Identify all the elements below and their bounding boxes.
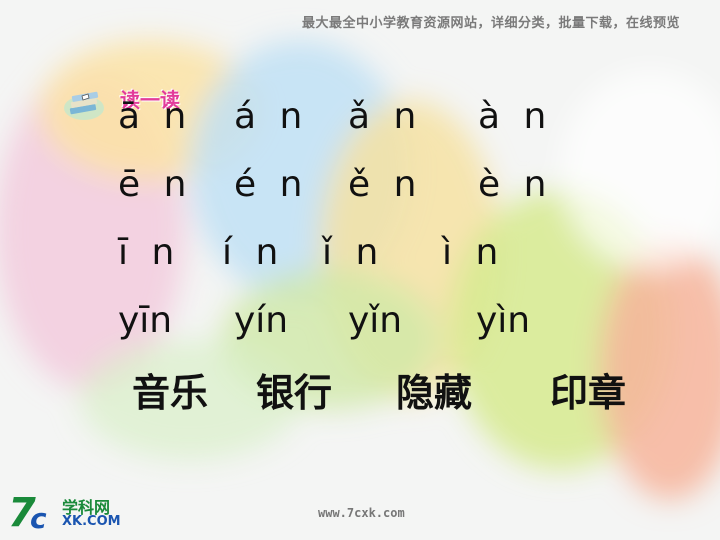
pinyin-yin-1: yīn xyxy=(118,300,173,341)
pinyin-in-4: ì n xyxy=(442,232,505,273)
pinyin-an-1: ā n xyxy=(118,96,193,137)
section-title: 读一读 xyxy=(120,88,180,112)
pinyin-en-4: è n xyxy=(478,164,553,205)
footer-url[interactable]: www.7cxk.com xyxy=(318,506,405,520)
pinyin-yin-2: yín xyxy=(234,300,289,341)
pinyin-in-1: ī n xyxy=(118,232,181,273)
pinyin-en-1: ē n xyxy=(118,164,193,205)
pinyin-in-2: í n xyxy=(222,232,285,273)
logo-domain: XK.COM xyxy=(62,514,121,529)
pinyin-row-yin: yīn yín yǐn yìn xyxy=(0,300,720,350)
book-stack-icon xyxy=(64,91,104,120)
header-banner: 最大最全中小学教育资源网站，详细分类，批量下载，在线预览 xyxy=(301,16,680,31)
pinyin-an-2: á n xyxy=(234,96,309,137)
pinyin-en-2: é n xyxy=(234,164,309,205)
word-1: 音乐 xyxy=(132,371,209,415)
logo-name: 学科网 xyxy=(62,498,111,517)
pinyin-en-3: ě n xyxy=(348,164,423,205)
word-2: 银行 xyxy=(256,371,333,415)
pinyin-an-3: ǎ n xyxy=(348,96,423,137)
word-3: 隐藏 xyxy=(396,371,473,415)
pinyin-yin-4: yìn xyxy=(476,300,531,341)
pinyin-row-an: ā n á n ǎ n à n xyxy=(0,96,720,146)
pinyin-an-4: à n xyxy=(478,96,553,137)
pinyin-yin-3: yǐn xyxy=(348,300,403,341)
pinyin-row-in: ī n í n ǐ n ì n xyxy=(0,232,720,282)
word-row: 音乐 银行 隐藏 印章 xyxy=(0,362,720,415)
pinyin-row-en: ē n é n ě n è n xyxy=(0,164,720,214)
pinyin-in-3: ǐ n xyxy=(322,232,385,273)
word-4: 印章 xyxy=(550,371,627,415)
